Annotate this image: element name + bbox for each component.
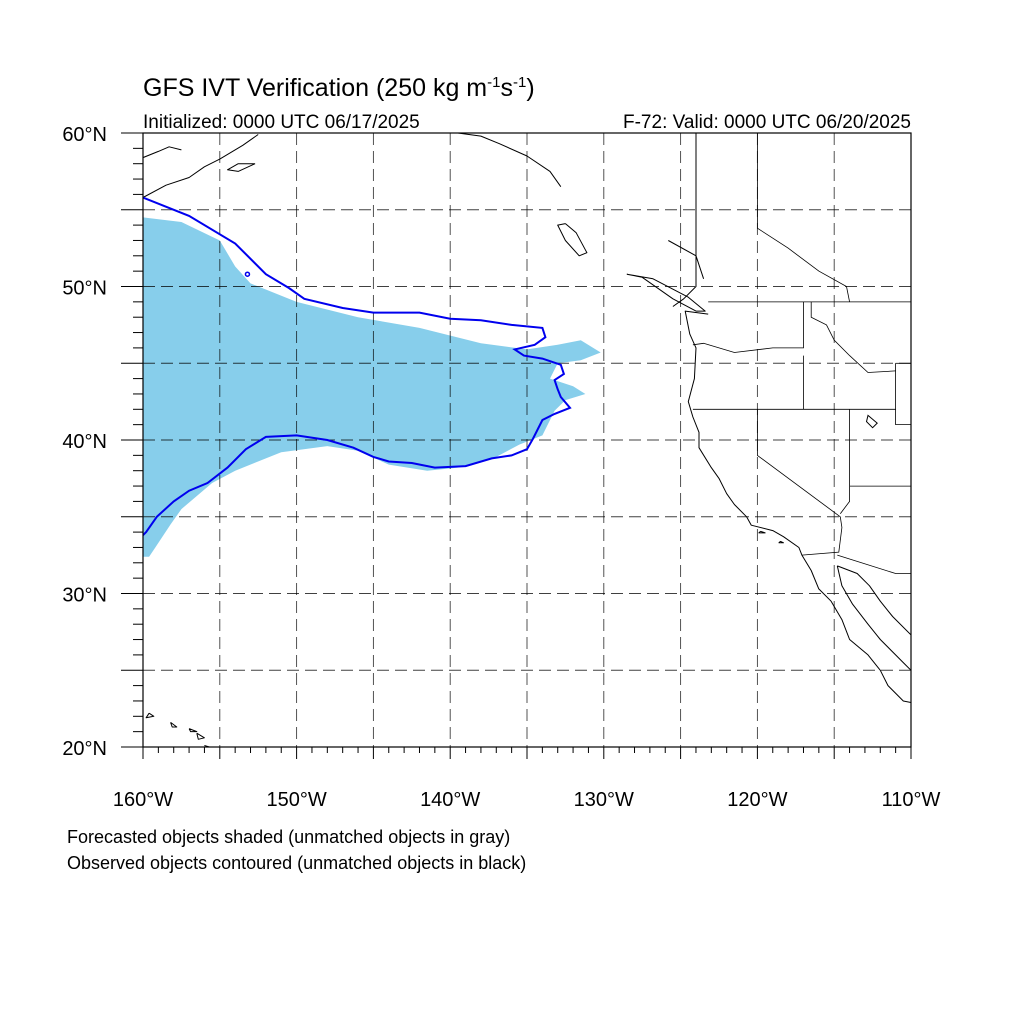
coastline-segment xyxy=(204,745,212,747)
coastline-segment xyxy=(778,540,784,544)
coastline-segment xyxy=(143,134,259,198)
caption-forecast: Forecasted objects shaded (unmatched obj… xyxy=(67,827,511,847)
map-title-exponent-2: -1 xyxy=(513,74,526,91)
plot-area xyxy=(143,133,911,747)
longitude-label: 130°W xyxy=(574,789,634,811)
longitude-labels: 160°W 150°W 140°W 130°W 120°W 110°W xyxy=(113,789,941,811)
coastline-segment xyxy=(196,732,205,740)
longitude-label: 110°W xyxy=(882,789,941,811)
latitude-label: 50°N xyxy=(62,278,107,300)
coastline-segment xyxy=(145,712,155,719)
subtitle-initialized: Initialized: 0000 UTC 06/17/2025 xyxy=(143,112,420,133)
latitude-label: 30°N xyxy=(62,585,107,607)
longitude-label: 140°W xyxy=(420,789,480,811)
coastline-segment xyxy=(227,163,256,172)
map-title-mid: s xyxy=(500,74,513,102)
boundary-line xyxy=(757,409,843,556)
subtitle-valid-time: F-72: Valid: 0000 UTC 06/20/2025 xyxy=(623,112,911,133)
observed-small-object xyxy=(244,271,251,277)
coastline-segment xyxy=(457,133,562,187)
caption-observed: Observed objects contoured (unmatched ob… xyxy=(67,853,527,873)
political-boundaries xyxy=(692,133,911,574)
coastline-segment xyxy=(626,273,706,312)
longitude-label: 150°W xyxy=(266,789,326,811)
lake-outline xyxy=(865,414,878,429)
coastline-segment xyxy=(672,133,697,307)
map-title-close: ) xyxy=(526,74,534,102)
boundary-line xyxy=(837,554,911,574)
map-title-main: GFS IVT Verification (250 kg m xyxy=(143,74,487,102)
coastline-segment xyxy=(557,223,588,257)
latitude-label: 40°N xyxy=(62,431,107,453)
boundary-line xyxy=(810,301,896,373)
boundary-line xyxy=(692,301,804,353)
latitude-label: 60°N xyxy=(62,124,107,146)
coastline-segment xyxy=(668,240,705,279)
forecast-ivt-object xyxy=(143,217,601,557)
boundary-line xyxy=(839,409,850,514)
axis-ticks xyxy=(121,132,912,759)
boundary-line xyxy=(895,363,911,425)
coastline-segment xyxy=(836,565,911,671)
coastline-segment xyxy=(188,728,198,733)
coastline-segment xyxy=(684,310,911,703)
boundary-line xyxy=(757,133,850,302)
coastline-segment xyxy=(170,721,178,728)
latitude-label: 20°N xyxy=(62,738,107,760)
longitude-label: 120°W xyxy=(727,789,787,811)
coastline-segment xyxy=(837,565,911,636)
coastline-segment xyxy=(758,530,766,534)
latitude-labels: 60°N 50°N 40°N 30°N 20°N xyxy=(62,124,107,760)
coastline-segment xyxy=(143,146,182,159)
longitude-label: 160°W xyxy=(113,789,173,811)
coastlines xyxy=(143,133,911,747)
observed-ivt-contour xyxy=(143,196,572,536)
map-title: GFS IVT Verification (250 kg m-1s-1) xyxy=(143,74,535,102)
map-title-exponent-1: -1 xyxy=(487,74,500,91)
lat-lon-grid xyxy=(143,133,911,747)
